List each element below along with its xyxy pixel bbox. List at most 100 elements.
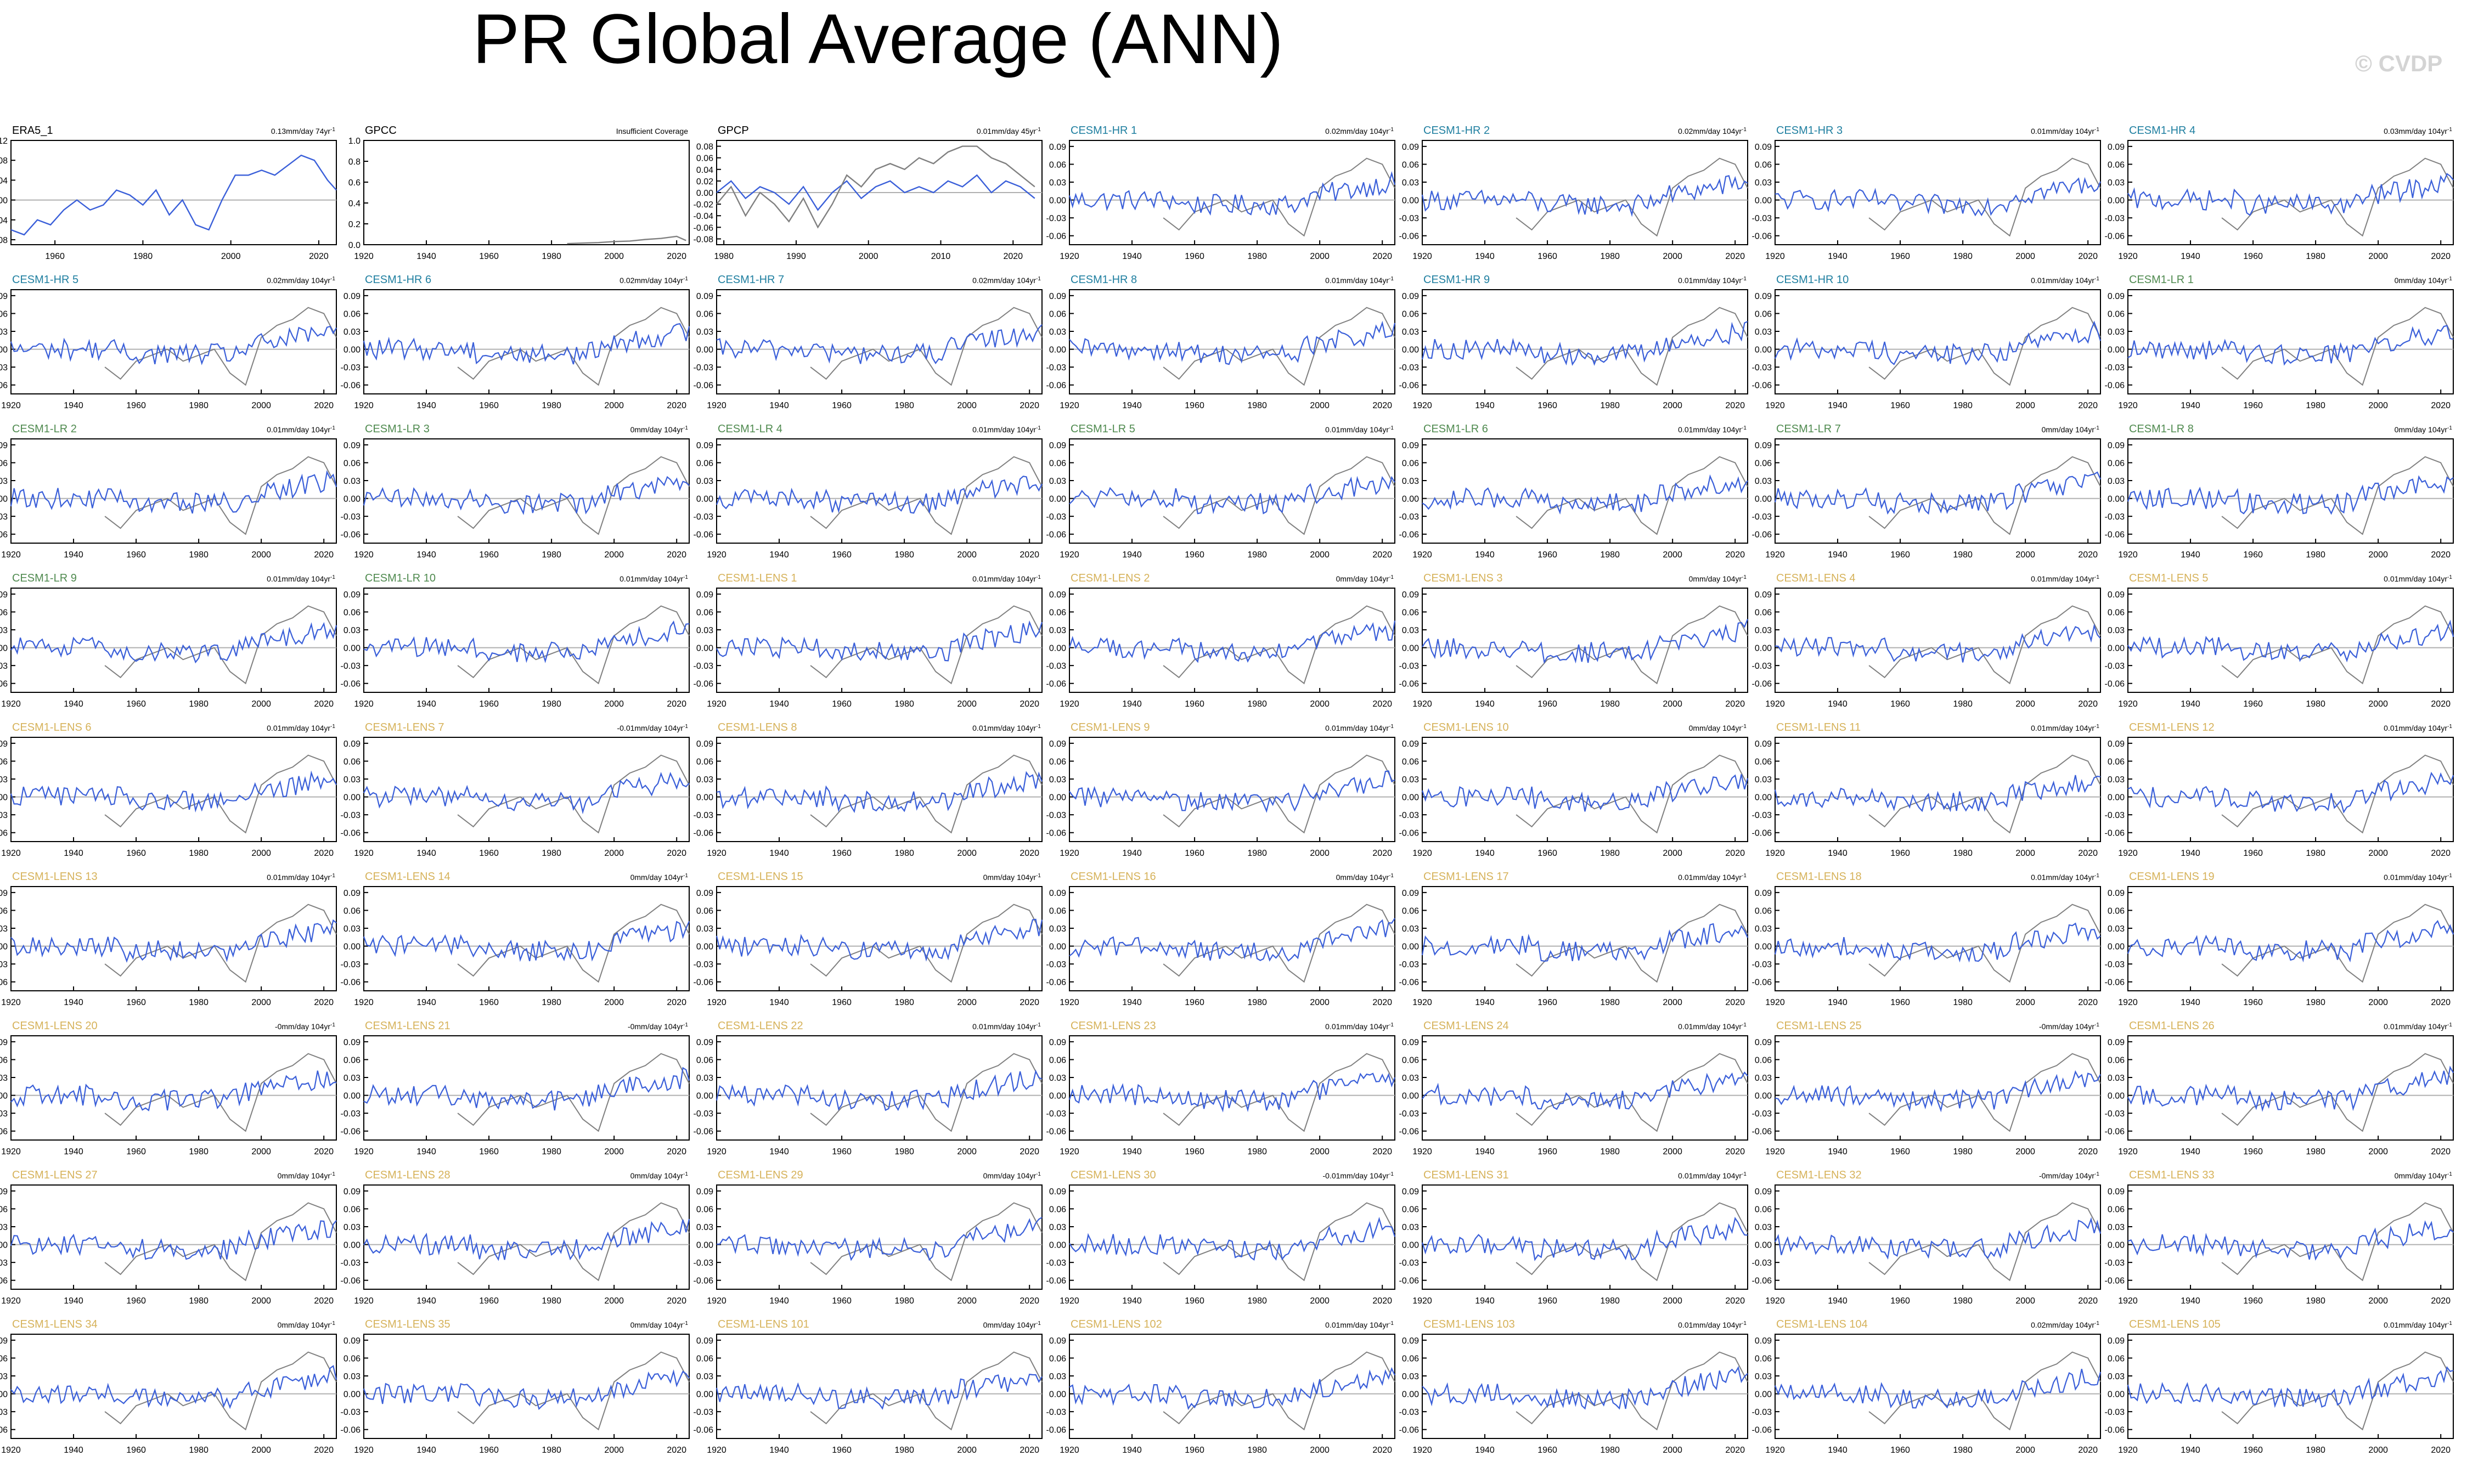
y-tick-label: -0.03 [1046, 811, 1067, 820]
plot-frame [1069, 1334, 1395, 1439]
y-tick-label: -0.03 [2105, 214, 2125, 223]
y-tick-label: -0.08 [694, 235, 714, 244]
trend-annotation: 0mm/day 104yr-1 [983, 1171, 1041, 1181]
y-tick-label: 0.00 [0, 346, 8, 355]
y-tick-label: -0.03 [341, 811, 361, 820]
y-tick-label: 0.06 [1049, 757, 1066, 766]
plot-frame [1422, 140, 1748, 245]
x-tick-label: 1940 [1828, 1446, 1848, 1455]
panel-title: CESM1-LENS 29 [718, 1169, 803, 1181]
y-tick-label: -0.03 [2105, 363, 2125, 373]
trend-annotation: 0mm/day 104yr-1 [630, 425, 689, 435]
y-tick-label: 0.06 [1402, 160, 1419, 170]
y-tick-label: 0.04 [0, 176, 8, 185]
plot-frame [1422, 289, 1748, 394]
y-tick-label: -0.06 [2105, 1426, 2125, 1435]
chart-panel: 0.09 0.06 0.03 0.00 -0.03 -0.06 1920 1940 1960 19… [1752, 1169, 2102, 1306]
x-tick-label: 1920 [354, 998, 374, 1007]
x-tick-label: 1920 [1765, 1147, 1785, 1156]
model-series-line [1068, 171, 1396, 216]
trend-annotation: 0.01mm/day 104yr-1 [972, 574, 1041, 584]
x-tick-label: 1960 [1890, 699, 1910, 709]
panel-title: CESM1-LENS 4 [1776, 572, 1856, 584]
x-tick-label: 1980 [1247, 1147, 1267, 1156]
x-tick-label: 1960 [1537, 699, 1557, 709]
y-tick-label: 0.03 [1402, 1223, 1419, 1232]
model-series-line [716, 1217, 1043, 1261]
y-tick-label: 0.00 [2108, 495, 2125, 504]
panel-title: CESM1-LENS 10 [1423, 721, 1509, 733]
chart-panel: 0.09 0.06 0.03 0.00 -0.03 -0.06 1920 1940 1960 19… [341, 423, 690, 560]
x-tick-label: 2020 [1003, 252, 1023, 261]
plot-frame [2127, 886, 2454, 991]
y-tick-label: -0.03 [1752, 960, 1772, 969]
x-tick-label: 2000 [604, 849, 624, 858]
y-tick-label: 0.03 [1049, 775, 1066, 785]
y-tick-label: 0.06 [1402, 1205, 1419, 1214]
chart-panel: 0.09 0.06 0.03 0.00 -0.03 -0.06 1920 1940 1960 19… [2105, 1020, 2454, 1156]
model-series-line [1069, 476, 1395, 515]
plot-frame [1422, 1035, 1748, 1141]
obs-overlay-line [1868, 307, 2101, 386]
y-tick-label: 0.03 [0, 328, 8, 337]
trend-annotation: -0.01mm/day 104yr-1 [617, 724, 688, 733]
chart-panel: 0.09 0.06 0.03 0.00 -0.03 -0.06 1920 1940 1960 19… [2105, 871, 2454, 1007]
obs-overlay-line [810, 307, 1043, 386]
y-tick-label: 0.06 [1049, 906, 1066, 916]
obs-overlay-line [810, 754, 1043, 834]
y-tick-label: 0.06 [696, 608, 713, 617]
x-tick-label: 1940 [1122, 1147, 1142, 1156]
x-tick-label: 1960 [2243, 998, 2263, 1007]
y-tick-label: 0.03 [0, 477, 8, 486]
x-tick-label: 1960 [1890, 550, 1910, 560]
x-tick-label: 2000 [2015, 849, 2035, 858]
model-series-line [1774, 775, 2101, 812]
x-tick-label: 2020 [1725, 849, 1745, 858]
y-tick-label: 0.08 [696, 143, 713, 152]
x-tick-label: 1940 [2181, 1147, 2200, 1156]
y-tick-label: 0.03 [1049, 328, 1066, 337]
chart-panel: 0.09 0.06 0.03 0.00 -0.03 -0.06 1920 1940 1960 19… [1399, 572, 1749, 709]
y-tick-label: -0.06 [1399, 531, 1420, 540]
plot-frame [1069, 140, 1395, 245]
plot-frame [2127, 1184, 2454, 1290]
trend-annotation: 0mm/day 104yr-1 [983, 873, 1041, 882]
y-tick-label: 0.00 [1402, 943, 1419, 952]
x-tick-label: 1920 [1060, 998, 1079, 1007]
obs-overlay-line [1868, 1351, 2101, 1431]
chart-panel: 0.09 0.06 0.03 0.00 -0.03 -0.06 1920 1940 1960 19… [341, 871, 690, 1007]
y-tick-label: -0.06 [1046, 232, 1067, 241]
x-tick-label: 2000 [2015, 998, 2035, 1007]
obs-overlay-line [457, 307, 690, 386]
x-tick-label: 1920 [1, 1446, 21, 1455]
y-tick-label: 0.00 [0, 495, 8, 504]
chart-panel: 0.09 0.06 0.03 0.00 -0.03 -0.06 1920 1940 1960 19… [1752, 125, 2102, 261]
x-tick-label: 2000 [859, 252, 878, 261]
x-tick-label: 1980 [1953, 1147, 1973, 1156]
x-tick-label: 2020 [1020, 998, 1039, 1007]
y-tick-label: 0.09 [343, 441, 361, 450]
model-series-line [1069, 1216, 1396, 1261]
plot-frame [10, 1184, 337, 1290]
y-tick-label: 0.09 [2108, 889, 2125, 898]
y-tick-label: 0.06 [696, 309, 713, 319]
obs-overlay-line [1868, 605, 2101, 685]
y-tick-label: -0.08 [0, 236, 8, 245]
x-tick-label: 2000 [1663, 998, 1682, 1007]
x-tick-label: 1960 [1537, 550, 1557, 560]
y-tick-label: 0.03 [2108, 1223, 2125, 1232]
trend-annotation: 0.01mm/day 104yr-1 [1678, 1022, 1747, 1031]
chart-panel: 0.09 0.06 0.03 0.00 -0.03 -0.06 1920 1940 1960 19… [1046, 572, 1396, 709]
y-tick-label: 0.08 [0, 156, 8, 166]
y-tick-label: 0.06 [696, 1205, 713, 1214]
model-series-line [10, 1220, 337, 1260]
x-tick-label: 1960 [126, 699, 146, 709]
x-tick-label: 1940 [1475, 1296, 1495, 1306]
x-tick-label: 1940 [2181, 401, 2200, 410]
y-tick-label: 0.06 [0, 309, 8, 319]
chart-panel: 0.09 0.06 0.03 0.00 -0.03 -0.06 1920 1940 1960 19… [0, 1169, 337, 1306]
y-tick-label: -0.03 [1752, 363, 1772, 373]
y-tick-label: -0.06 [0, 531, 8, 540]
plot-frame [1069, 886, 1395, 991]
y-tick-label: 0.00 [343, 346, 361, 355]
